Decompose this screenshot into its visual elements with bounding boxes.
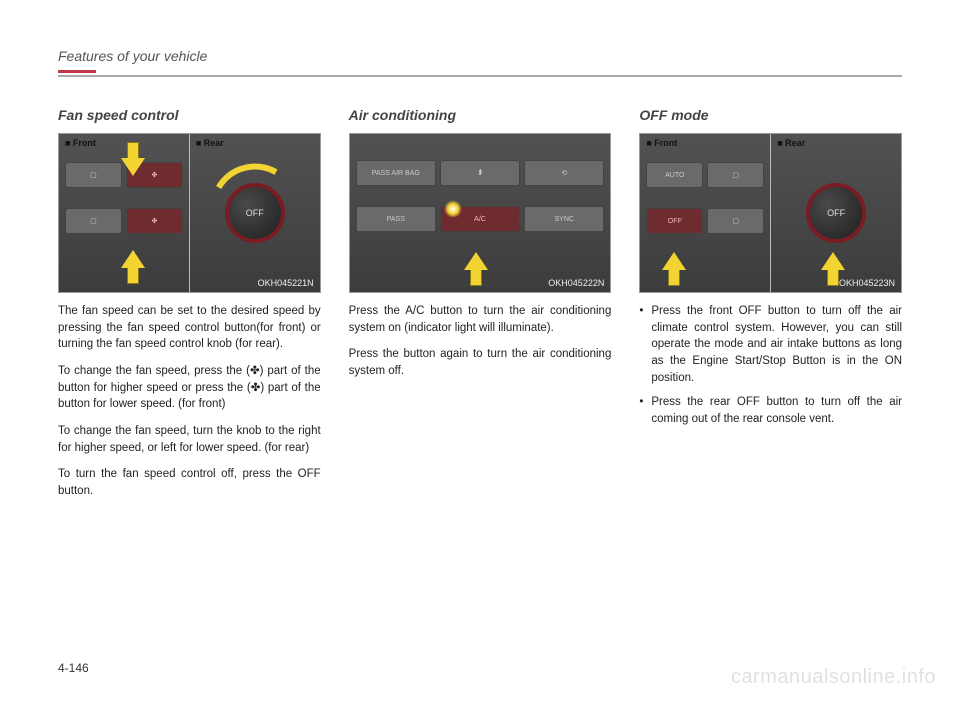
figure-off-mode: ■ Front AUTO ▢ OFF ▢: [639, 133, 902, 293]
col-off-mode: OFF mode ■ Front AUTO ▢ OFF ▢: [639, 107, 902, 510]
arrow-down-icon: [121, 158, 145, 176]
para: To turn the fan speed control off, press…: [58, 466, 321, 499]
para: The fan speed can be set to the desired …: [58, 303, 321, 353]
front-defrost-btn: ▢: [707, 162, 764, 188]
gray-rule: [58, 75, 902, 77]
title-air-cond: Air conditioning: [349, 107, 612, 123]
rear-btn: ▢: [65, 208, 122, 234]
fig-label-rear: ■ Rear: [196, 138, 224, 148]
figure-code: OKH045222N: [548, 278, 604, 288]
figure-air-cond: PASS AIR BAG ⮭ ⟲ PASS A/C SYNC OKH045222…: [349, 133, 612, 293]
sync-btn: SYNC: [524, 206, 604, 232]
list-item: Press the rear OFF button to turn off th…: [639, 394, 902, 427]
title-fan-speed: Fan speed control: [58, 107, 321, 123]
col-air-cond: Air conditioning PASS AIR BAG ⮭ ⟲ PASS A…: [349, 107, 612, 510]
para: Press the A/C button to turn the air con…: [349, 303, 612, 336]
arrow-up-icon: [464, 252, 488, 270]
figure-fan-speed: ■ Front ▢ ✤ ▢ ✤: [58, 133, 321, 293]
para: Press the button again to turn the air c…: [349, 346, 612, 379]
arrow-up-icon: [662, 252, 686, 270]
para: To change the fan speed, turn the knob t…: [58, 423, 321, 456]
watermark: carmanualsonline.info: [731, 666, 936, 689]
pass-btn: PASS: [356, 206, 436, 232]
fan-down-btn: ✤: [126, 208, 183, 234]
page-number: 4-146: [58, 661, 89, 675]
auto-btn: AUTO: [646, 162, 703, 188]
list-item: Press the front OFF button to turn off t…: [639, 303, 902, 386]
bullet-list: Press the front OFF button to turn off t…: [639, 303, 902, 428]
pass-airbag-btn: PASS AIR BAG: [356, 160, 436, 186]
off-btn: OFF: [646, 208, 703, 234]
content-columns: Fan speed control ■ Front ▢ ✤ ▢ ✤: [58, 107, 902, 510]
section-header: Features of your vehicle: [58, 48, 902, 64]
rotate-arc-icon: [200, 153, 310, 263]
defrost-btn: ▢: [65, 162, 122, 188]
figure-code: OKH045221N: [258, 278, 314, 288]
fig-label-front: ■ Front: [65, 138, 96, 148]
fig-label-rear: ■ Rear: [777, 138, 805, 148]
highlight-star-icon: [444, 200, 462, 218]
fig-label-front: ■ Front: [646, 138, 677, 148]
para: To change the fan speed, press the (✤) p…: [58, 363, 321, 413]
title-off-mode: OFF mode: [639, 107, 902, 123]
rear-defrost-btn: ▢: [707, 208, 764, 234]
red-rule: [58, 70, 96, 73]
arrow-up-icon: [821, 252, 845, 270]
recirc-btn: ⟲: [524, 160, 604, 186]
off-knob: OFF: [806, 183, 866, 243]
col-fan-speed: Fan speed control ■ Front ▢ ✤ ▢ ✤: [58, 107, 321, 510]
figure-code: OKH045223N: [839, 278, 895, 288]
arrow-up-icon: [121, 250, 145, 268]
mode-btn: ⮭: [440, 160, 520, 186]
